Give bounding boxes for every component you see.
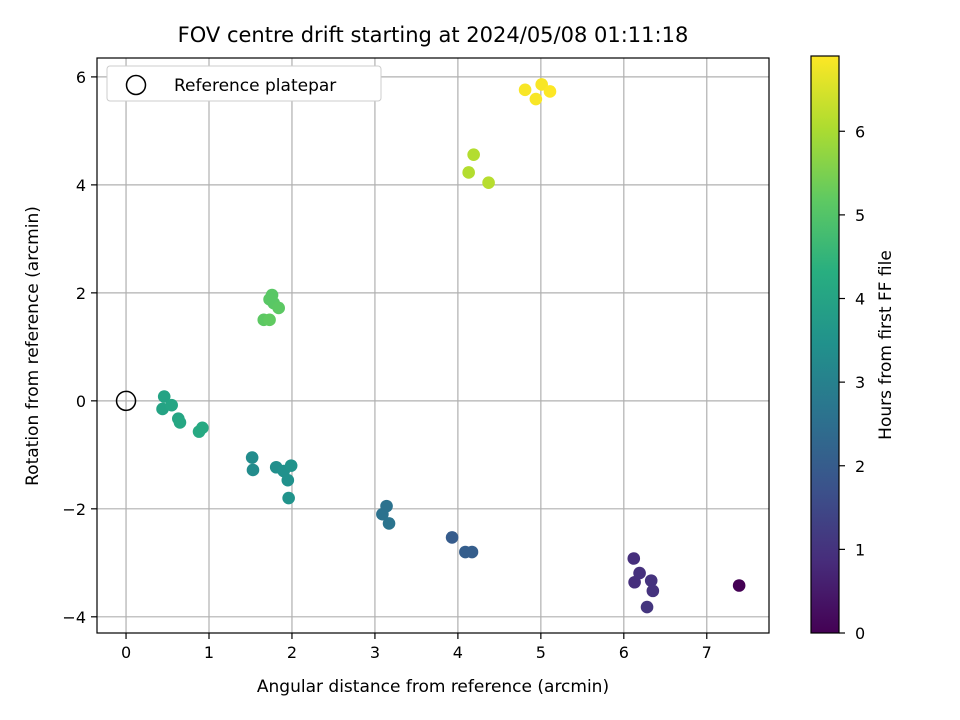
plot-frame xyxy=(96,57,770,634)
legend: Reference platepar xyxy=(106,65,382,102)
data-point xyxy=(482,176,495,190)
x-tick-label: 1 xyxy=(204,643,214,662)
legend-entry-reference: Reference platepar xyxy=(174,76,336,96)
legend-reference-marker xyxy=(125,74,147,96)
chart-title: FOV centre drift starting at 2024/05/08 … xyxy=(178,23,689,47)
x-tick-label: 6 xyxy=(619,643,629,662)
data-point xyxy=(467,148,480,161)
data-point xyxy=(640,600,654,614)
data-point xyxy=(543,85,557,98)
data-point xyxy=(382,517,396,530)
data-point xyxy=(284,459,298,472)
reference-platepar-marker xyxy=(115,390,137,412)
x-tick-label: 4 xyxy=(453,643,463,662)
data-point xyxy=(282,491,295,505)
data-point xyxy=(196,421,209,435)
data-point xyxy=(272,301,285,315)
y-tick-label: −4 xyxy=(62,608,86,627)
x-tick-label: 3 xyxy=(370,643,380,662)
x-axis-ticks: 0 1 2 3 4 5 6 7 xyxy=(121,633,712,662)
y-axis-ticks: −4 −2 0 2 4 6 xyxy=(62,68,97,627)
y-tick-label: 4 xyxy=(76,176,86,195)
colorbar-tick-label: 5 xyxy=(855,206,865,225)
colorbar-tick-label: 3 xyxy=(855,373,865,392)
x-axis-label: Angular distance from reference (arcmin) xyxy=(257,677,609,697)
data-point xyxy=(173,416,187,429)
data-point xyxy=(529,92,543,106)
colorbar-tick-label: 0 xyxy=(855,624,865,643)
data-point xyxy=(535,78,548,91)
plot-background xyxy=(97,58,769,633)
colorbar-label: Hours from first FF file xyxy=(876,250,896,440)
x-tick-label: 7 xyxy=(702,643,712,662)
y-tick-label: 0 xyxy=(76,392,86,411)
y-tick-label: 6 xyxy=(76,68,86,87)
colorbar-gradient xyxy=(811,56,839,633)
x-tick-label: 2 xyxy=(287,643,297,662)
colorbar-ticks: 0 1 2 3 4 5 6 xyxy=(839,122,865,643)
data-point xyxy=(246,463,260,477)
colorbar-tick-label: 2 xyxy=(855,457,865,476)
colorbar-tick-label: 1 xyxy=(855,540,865,559)
y-tick-label: 2 xyxy=(76,284,86,303)
data-point xyxy=(644,574,658,587)
y-tick-label: −2 xyxy=(62,500,86,519)
grid xyxy=(97,58,769,633)
data-point xyxy=(646,584,660,598)
data-point xyxy=(633,566,646,580)
data-point xyxy=(465,545,479,559)
colorbar-frame xyxy=(810,55,840,634)
data-points xyxy=(156,78,746,614)
data-point xyxy=(281,473,295,487)
data-point xyxy=(627,552,641,565)
x-tick-label: 0 xyxy=(121,643,131,662)
data-point xyxy=(462,166,475,179)
colorbar-tick-label: 6 xyxy=(855,122,865,141)
data-point xyxy=(376,507,389,521)
colorbar: 0 1 2 3 4 5 6 Hours from first FF file xyxy=(810,55,896,643)
data-point xyxy=(732,579,746,592)
x-tick-label: 5 xyxy=(536,643,546,662)
data-point xyxy=(157,390,171,403)
plot-area xyxy=(96,57,770,634)
colorbar-tick-label: 4 xyxy=(855,290,865,309)
y-axis-label: Rotation from reference (arcmin) xyxy=(23,206,43,486)
data-point xyxy=(445,531,459,544)
data-point xyxy=(165,398,178,412)
data-point xyxy=(245,451,259,464)
data-point xyxy=(518,83,532,97)
data-point xyxy=(263,313,276,327)
legend-box xyxy=(106,65,382,102)
